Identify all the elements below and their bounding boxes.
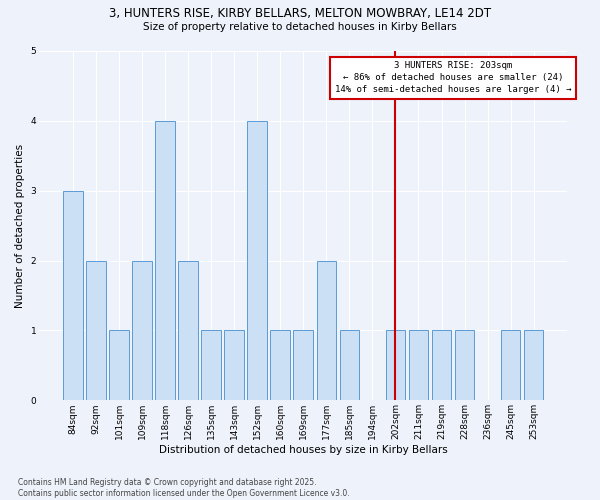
Text: 3 HUNTERS RISE: 203sqm
← 86% of detached houses are smaller (24)
14% of semi-det: 3 HUNTERS RISE: 203sqm ← 86% of detached…	[335, 62, 571, 94]
Bar	[340, 330, 359, 400]
Bar	[524, 330, 544, 400]
Text: Size of property relative to detached houses in Kirby Bellars: Size of property relative to detached ho…	[143, 22, 457, 32]
Bar	[409, 330, 428, 400]
Bar	[293, 330, 313, 400]
Bar	[63, 190, 83, 400]
Bar	[317, 260, 336, 400]
Text: 3, HUNTERS RISE, KIRBY BELLARS, MELTON MOWBRAY, LE14 2DT: 3, HUNTERS RISE, KIRBY BELLARS, MELTON M…	[109, 8, 491, 20]
Bar	[432, 330, 451, 400]
Bar	[271, 330, 290, 400]
Bar	[86, 260, 106, 400]
Bar	[178, 260, 198, 400]
Bar	[247, 121, 267, 400]
Y-axis label: Number of detached properties: Number of detached properties	[15, 144, 25, 308]
X-axis label: Distribution of detached houses by size in Kirby Bellars: Distribution of detached houses by size …	[159, 445, 448, 455]
Bar	[224, 330, 244, 400]
Bar	[109, 330, 129, 400]
Bar	[202, 330, 221, 400]
Bar	[132, 260, 152, 400]
Bar	[386, 330, 405, 400]
Bar	[501, 330, 520, 400]
Text: Contains HM Land Registry data © Crown copyright and database right 2025.
Contai: Contains HM Land Registry data © Crown c…	[18, 478, 350, 498]
Bar	[155, 121, 175, 400]
Bar	[455, 330, 475, 400]
